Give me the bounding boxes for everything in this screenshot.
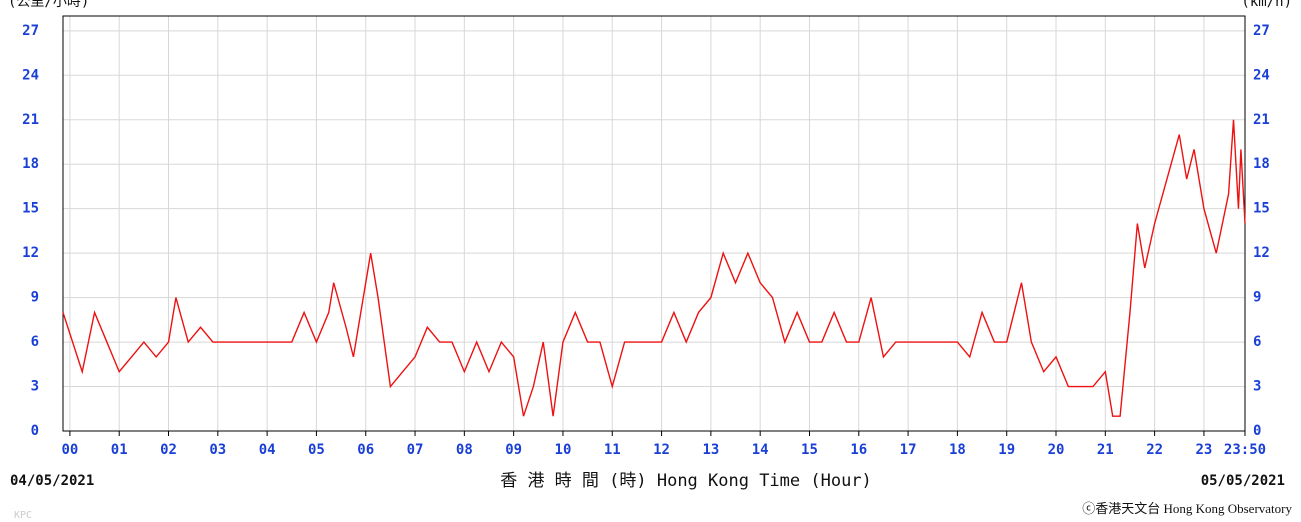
y2-tick-label: 0 (1253, 423, 1261, 439)
y2-tick-label: 18 (1253, 156, 1270, 172)
x-tick-label: 07 (407, 442, 424, 458)
x-tick-label: 10 (555, 442, 572, 458)
x-tick-label: 03 (209, 442, 226, 458)
y2-tick-label: 3 (1253, 379, 1261, 395)
x-title: 香 港 時 間 (時) Hong Kong Time (Hour) (500, 471, 872, 491)
y-unit-right: (km/h) (1241, 0, 1292, 10)
y-tick-label: 21 (22, 112, 39, 128)
x-tick-label: 15 (801, 442, 818, 458)
y2-tick-label: 6 (1253, 334, 1261, 350)
y-unit-left: (公里/小時) (8, 0, 89, 10)
x-tick-label: 00 (61, 442, 78, 458)
series-line (62, 119, 1246, 417)
x-tick-label: 14 (752, 442, 769, 458)
x-tick-label: 23:50 (1224, 442, 1266, 458)
x-tick-label: 16 (850, 442, 867, 458)
x-tick-label: 02 (160, 442, 177, 458)
y-tick-label: 18 (22, 156, 39, 172)
x-tick-label: 23 (1195, 442, 1212, 458)
y2-tick-label: 15 (1253, 201, 1270, 217)
x-tick-label: 08 (456, 442, 473, 458)
y2-tick-label: 12 (1253, 245, 1270, 261)
credit: ⓒ香港天文台 Hong Kong Observatory (1082, 501, 1292, 516)
x-tick-label: 13 (702, 442, 719, 458)
y2-tick-label: 9 (1253, 290, 1261, 306)
y2-tick-label: 24 (1253, 67, 1270, 83)
y-tick-label: 3 (31, 379, 39, 395)
x-tick-label: 12 (653, 442, 670, 458)
end-date: 05/05/2021 (1201, 473, 1285, 489)
x-tick-label: 21 (1097, 442, 1114, 458)
x-tick-label: 01 (111, 442, 128, 458)
x-tick-label: 09 (505, 442, 522, 458)
x-tick-label: 11 (604, 442, 621, 458)
x-tick-label: 04 (259, 442, 276, 458)
x-tick-label: 06 (357, 442, 374, 458)
y-tick-label: 6 (31, 334, 39, 350)
y-tick-label: 0 (31, 423, 39, 439)
y2-tick-label: 21 (1253, 112, 1270, 128)
x-tick-label: 18 (949, 442, 966, 458)
y-tick-label: 27 (22, 23, 39, 39)
x-tick-label: 20 (1048, 442, 1065, 458)
x-tick-label: 05 (308, 442, 325, 458)
watermark: KPC (14, 510, 32, 521)
y-tick-label: 12 (22, 245, 39, 261)
x-tick-label: 17 (900, 442, 917, 458)
x-tick-label: 22 (1146, 442, 1163, 458)
y2-tick-label: 27 (1253, 23, 1270, 39)
y-tick-label: 15 (22, 201, 39, 217)
start-date: 04/05/2021 (10, 473, 94, 489)
y-tick-label: 24 (22, 67, 39, 83)
plot-frame (62, 15, 1246, 432)
y-tick-label: 9 (31, 290, 39, 306)
x-tick-label: 19 (998, 442, 1015, 458)
